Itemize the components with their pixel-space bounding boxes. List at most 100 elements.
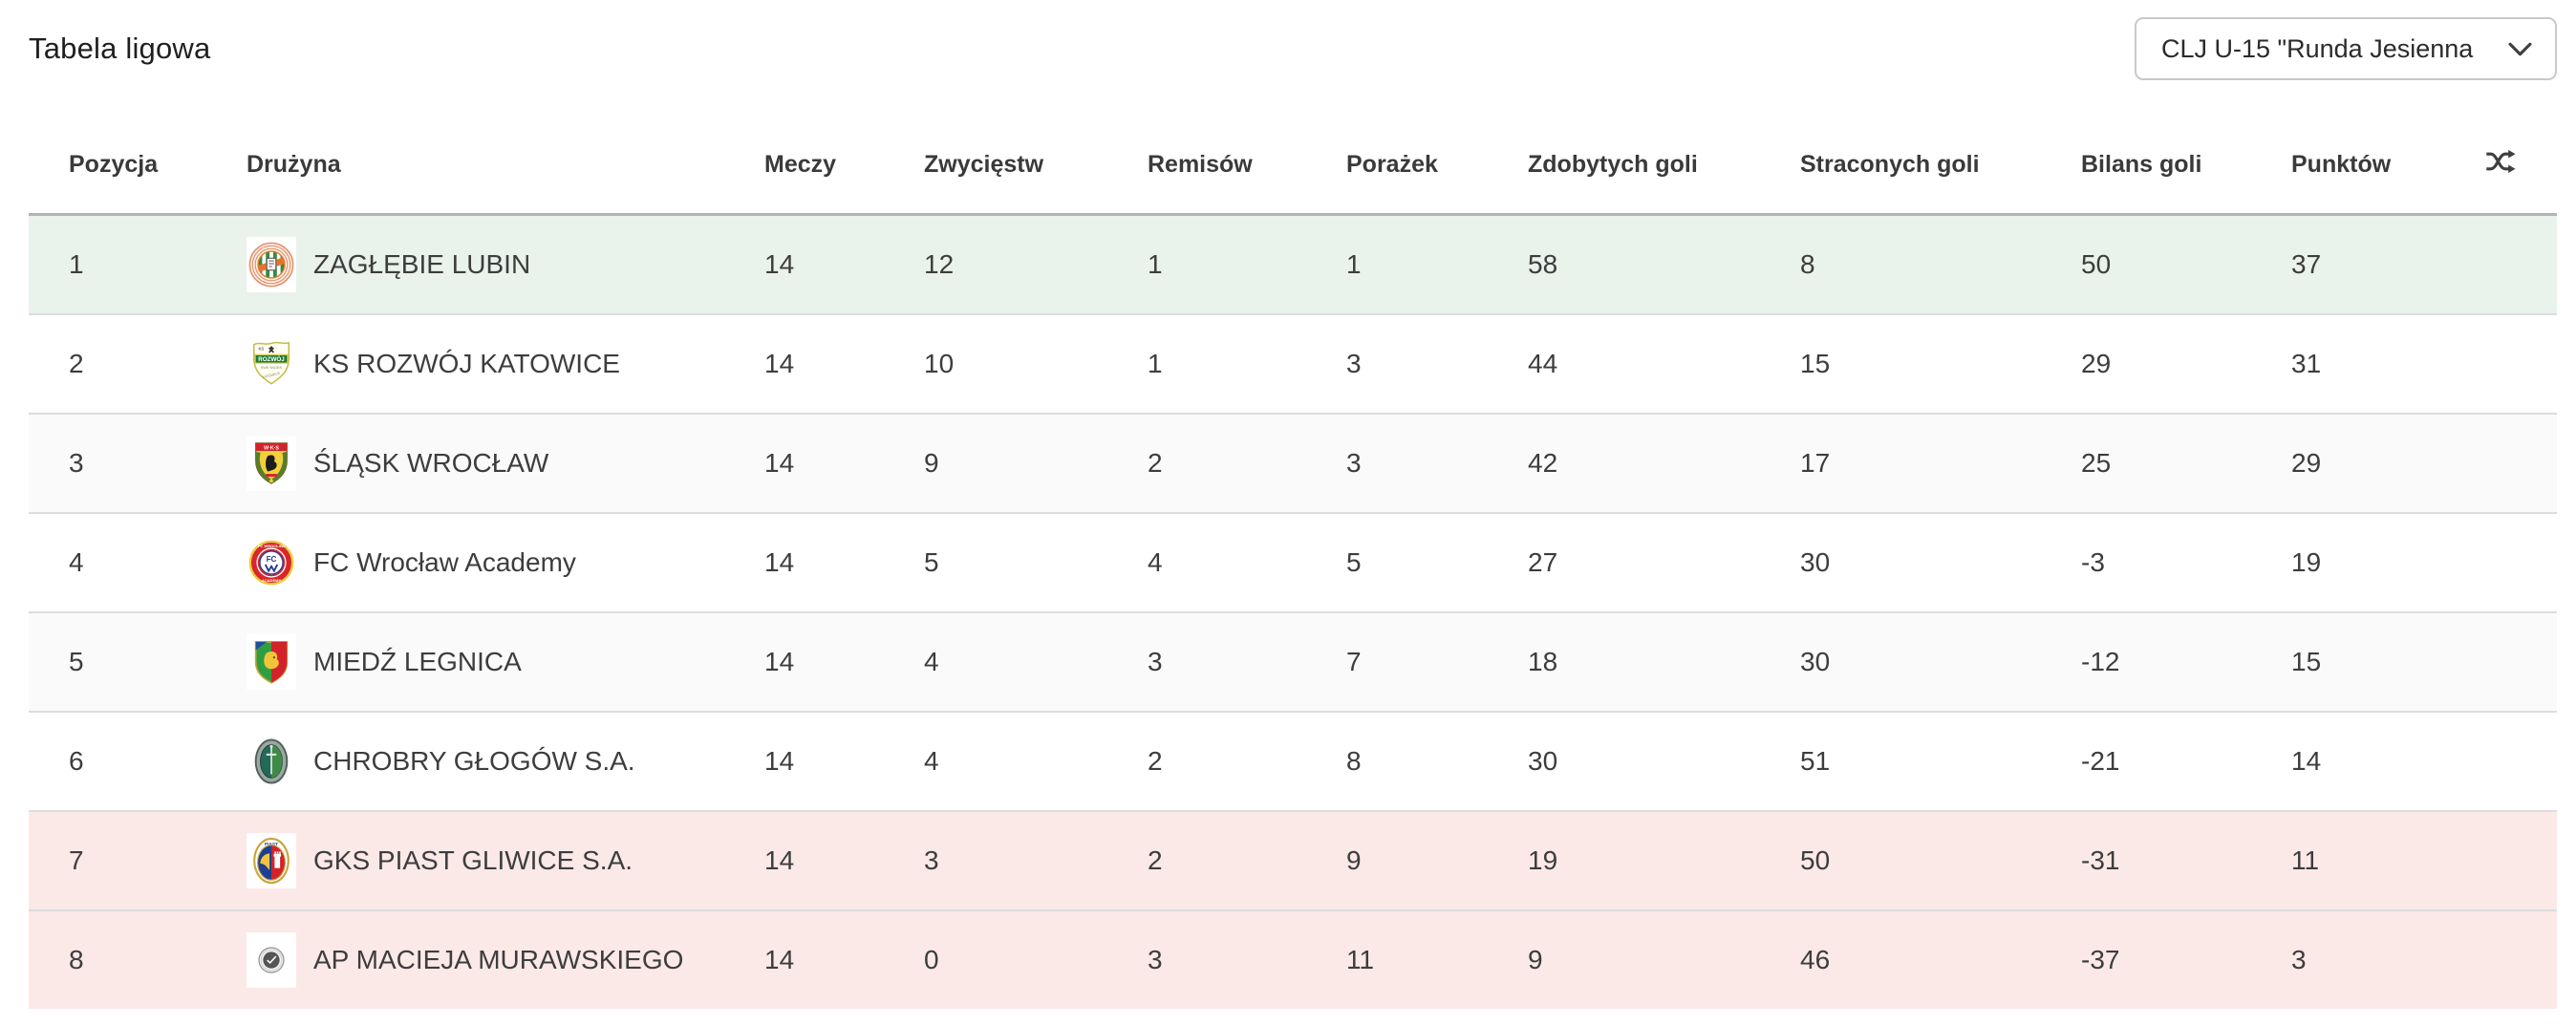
cell-wins: 3 [924,845,939,875]
cell-losses: 1 [1346,249,1362,279]
cell-goals-against: 46 [1800,945,1831,974]
col-header-wins: Zwycięstw [924,151,1044,178]
svg-text:ROZWÓJ: ROZWÓJ [258,355,285,363]
col-header-goal-diff: Bilans goli [2081,151,2202,178]
cell-position: 8 [69,945,84,974]
cell-draws: 3 [1148,945,1163,974]
cell-goals-against: 51 [1800,746,1831,776]
cell-matches: 14 [764,647,795,676]
team-name: AP MACIEJA MURAWSKIEGO [313,945,684,974]
cell-goal-diff: -37 [2081,945,2120,974]
table-row-piast-gliwice[interactable]: 7 PIAST [29,811,2557,910]
col-header-draws: Remisów [1148,151,1253,178]
cell-team: FC FC WROCŁAW ACADEMY FC Wrocław Academy [247,513,764,612]
cell-losses: 11 [1346,945,1375,974]
cell-matches: 14 [764,746,795,776]
cell-goals-for: 30 [1528,746,1558,776]
cell-position: 1 [69,249,84,279]
cell-matches: 14 [764,448,795,478]
cell-goals-for: 19 [1528,845,1558,875]
cell-goals-for: 27 [1528,547,1558,577]
crest-zaglebie-lubin-icon [247,237,296,292]
cell-goal-diff: -21 [2081,746,2120,776]
svg-text:W·K·S: W·K·S [264,445,279,451]
cell-draws: 3 [1148,647,1163,676]
cell-goals-against: 15 [1800,349,1831,378]
table-row-chrobry-glogow[interactable]: 6 CHROBRY GŁOGÓW S.A. [29,712,2557,811]
cell-matches: 14 [764,945,795,974]
cell-losses: 7 [1346,647,1362,676]
cell-team: CHROBRY GŁOGÓW S.A. [247,712,764,811]
cell-wins: 4 [924,746,939,776]
col-header-points: Punktów [2291,151,2392,178]
svg-text:FC: FC [267,555,277,564]
cell-draws: 1 [1148,249,1163,279]
cell-goals-against: 17 [1800,448,1831,478]
cell-losses: 3 [1346,349,1362,378]
team-name: KS ROZWÓJ KATOWICE [313,349,620,378]
cell-wins: 12 [924,249,955,279]
cell-goal-diff: 50 [2081,249,2112,279]
league-table: Pozycja Drużyna Meczy Zwycięstw Remisów … [29,105,2557,1009]
cell-goals-for: 42 [1528,448,1558,478]
cell-matches: 14 [764,249,795,279]
team-name: ZAGŁĘBIE LUBIN [313,249,531,279]
cell-team: W·K·S ŚLĄSK WROCŁAW [247,414,764,513]
cell-goal-diff: 25 [2081,448,2112,478]
cell-wins: 4 [924,647,939,676]
col-header-goals-against: Straconych goli [1800,151,1980,178]
crest-ap-macieja-murawskiego-icon [247,932,296,988]
cell-draws: 2 [1148,845,1163,875]
cell-team: KS ROZWÓJ KWK WUJEK KATOWICE KS ROZWÓJ K… [247,314,764,414]
table-row-zaglebie-lubin[interactable]: 1 [29,214,2557,314]
cell-position: 7 [69,845,84,875]
crest-piast-gliwice-icon: PIAST [247,833,296,888]
crest-miedz-legnica-icon [247,634,296,690]
cell-position: 4 [69,547,84,577]
cell-position: 6 [69,746,84,776]
league-select-dropdown[interactable]: CLJ U-15 "Runda Jesienna G… [2135,17,2557,80]
cell-goals-against: 30 [1800,647,1831,676]
cell-points: 31 [2291,349,2322,378]
cell-goal-diff: -31 [2081,845,2120,875]
cell-wins: 10 [924,349,955,378]
cell-wins: 5 [924,547,939,577]
svg-text:KS: KS [259,347,265,352]
league-select-value: CLJ U-15 "Runda Jesienna G… [2161,33,2479,63]
page-title: Tabela ligowa [29,32,211,65]
cell-draws: 2 [1148,448,1163,478]
col-header-team: Drużyna [247,151,341,178]
cell-matches: 14 [764,349,795,378]
cell-goal-diff: -3 [2081,547,2105,577]
cell-points: 3 [2291,945,2307,974]
team-name: GKS PIAST GLIWICE S.A. [313,845,633,875]
table-row-miedz-legnica[interactable]: 5 MIEDŹ LEGNICA 14 4 [29,612,2557,712]
cell-goal-diff: 29 [2081,349,2112,378]
cell-points: 11 [2291,845,2320,875]
chevron-down-icon [2508,42,2532,56]
col-header-matches: Meczy [764,151,837,178]
team-name: MIEDŹ LEGNICA [313,647,522,676]
col-header-losses: Porażek [1346,151,1438,178]
shuffle-icon[interactable] [2482,143,2519,180]
cell-losses: 8 [1346,746,1362,776]
cell-points: 37 [2291,249,2322,279]
cell-losses: 9 [1346,845,1362,875]
cell-matches: 14 [764,845,795,875]
cell-position: 5 [69,647,84,676]
cell-goals-against: 8 [1800,249,1815,279]
cell-position: 3 [69,448,84,478]
table-row-fc-wroclaw-academy[interactable]: 4 FC FC WROCŁAW ACADEMY [29,513,2557,612]
cell-draws: 1 [1148,349,1163,378]
crest-chrobry-glogow-icon [247,734,296,789]
col-header-position: Pozycja [69,151,159,178]
table-row-rozwoj-katowice[interactable]: 2 KS ROZWÓJ KWK WUJEK KATOWICE [29,314,2557,414]
cell-team: MIEDŹ LEGNICA [247,612,764,712]
table-row-slask-wroclaw[interactable]: 3 W·K·S ŚLĄSK WROCŁAW [29,414,2557,513]
cell-losses: 3 [1346,448,1362,478]
cell-goals-against: 30 [1800,547,1831,577]
table-row-ap-macieja-murawskiego[interactable]: 8 AP MACIEJA MURAWSKIEGO 14 [29,910,2557,1009]
cell-points: 19 [2291,547,2322,577]
team-name: FC Wrocław Academy [313,547,576,577]
cell-team: AP MACIEJA MURAWSKIEGO [247,910,764,1009]
